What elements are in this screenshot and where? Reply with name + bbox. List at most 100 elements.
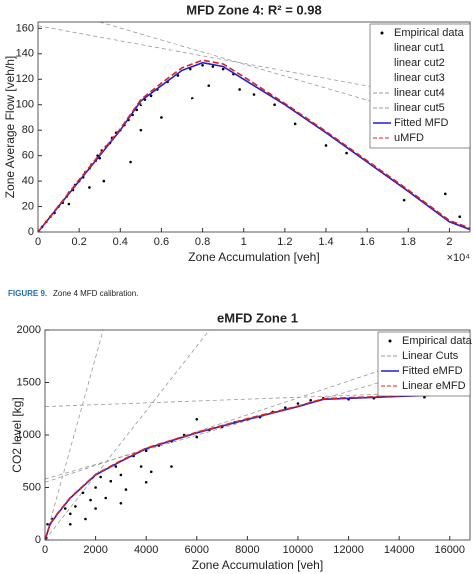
y-tick-label: 2000 [17, 324, 41, 336]
chart-title: eMFD Zone 1 [217, 310, 298, 325]
data-point [94, 486, 97, 489]
data-point [149, 470, 153, 474]
x-tick-label: 2000 [83, 544, 107, 556]
x-tick-label: 8000 [235, 544, 259, 556]
data-point [195, 435, 199, 439]
x-tick-label: 1 [241, 236, 247, 248]
data-point [68, 512, 72, 516]
data-point [284, 406, 287, 410]
data-point [207, 84, 211, 87]
data-point [273, 103, 276, 107]
y-tick-label: 1000 [17, 429, 41, 441]
legend-label: linear cut2 [394, 57, 445, 69]
x-tick-label: 1.4 [318, 236, 333, 248]
dashed-line [38, 22, 193, 232]
data-point [252, 93, 256, 96]
legend-label: Fitted eMFD [402, 365, 463, 377]
y-tick-label: 100 [16, 99, 34, 111]
dashed-line [38, 59, 470, 232]
data-point [296, 402, 300, 405]
x-tick-label: 0.8 [195, 236, 210, 248]
y-axis-label: Zone Average Flow [veh/h] [3, 56, 17, 199]
data-point [345, 151, 348, 155]
y-tick-label: 1500 [17, 376, 41, 388]
y-tick-label: 80 [22, 124, 34, 136]
data-point [170, 465, 173, 468]
y-tick-label: 20 [22, 200, 34, 212]
legend-label: Linear eMFD [402, 380, 466, 392]
legend-box [369, 23, 471, 149]
y-tick-label: 140 [16, 48, 34, 60]
legend-label: linear cut4 [394, 87, 445, 99]
legend-label: Fitted MFD [394, 117, 448, 129]
y-tick-label: 120 [16, 73, 34, 85]
legend-marker [380, 31, 384, 35]
data-point [135, 108, 139, 112]
legend-label: Empirical data [402, 335, 473, 347]
data-point [119, 473, 123, 477]
data-point [81, 491, 85, 495]
data-point [188, 67, 192, 71]
legend-marker [388, 339, 392, 343]
chart-title: MFD Zone 4: R² = 0.98 [186, 2, 321, 17]
data-point [74, 505, 77, 508]
data-point [238, 88, 241, 91]
data-point [144, 449, 148, 453]
y-tick-label: 160 [16, 22, 34, 34]
data-point [309, 399, 312, 402]
caption-label: FIGURE 9. [8, 289, 47, 298]
data-point [46, 522, 49, 526]
data-point [201, 63, 204, 67]
x-tick-label: 6000 [185, 544, 209, 556]
data-point [89, 498, 92, 502]
legend-label: linear cut3 [394, 72, 445, 84]
data-point [221, 67, 225, 71]
x-tick-label: 0.6 [154, 236, 169, 248]
data-point [114, 465, 118, 468]
x-tick-label: 10000 [283, 544, 314, 556]
x-axis-label: Zone Accumulation [veh] [188, 250, 319, 264]
data-point [324, 144, 328, 147]
dashed-line [45, 392, 463, 540]
caption: Zone 4 MFD calibration. [53, 289, 138, 298]
data-point [109, 479, 113, 483]
data-point [63, 507, 67, 510]
x-tick-label: 16000 [434, 544, 465, 556]
x-tick-label: 1.8 [401, 236, 416, 248]
data-point [444, 192, 447, 196]
y-tick-label: 60 [22, 150, 34, 162]
legend-label: uMFD [394, 132, 424, 144]
x-tick-label: 12000 [333, 544, 364, 556]
data-point [104, 496, 108, 500]
data-point [94, 507, 97, 510]
data-point [293, 122, 297, 126]
x-tick-label: 0 [42, 544, 48, 556]
x-tick-label: 4000 [134, 544, 158, 556]
x-multiplier: ×10⁴ [447, 252, 471, 264]
legend-label: Empirical data [394, 27, 465, 39]
data-point [423, 395, 426, 399]
data-point [99, 475, 102, 479]
data-point [458, 215, 462, 219]
legend-label: Linear Cuts [402, 350, 459, 362]
y-tick-label: 40 [22, 175, 34, 187]
x-axis-label: Zone Accumulation [veh] [192, 558, 323, 572]
fitted-line [38, 61, 470, 232]
x-tick-label: 0.4 [113, 236, 128, 248]
data-point [67, 202, 71, 206]
data-point [119, 501, 123, 505]
y-axis-label: CO2 level [kg] [10, 397, 24, 472]
legend-label: linear cut5 [394, 102, 445, 114]
data-point [102, 179, 106, 183]
axes-frame [44, 329, 471, 541]
plot [45, 330, 470, 540]
dashed-line [99, 22, 470, 131]
data-point [402, 198, 406, 202]
x-tick-label: 0 [35, 236, 41, 248]
data-point [144, 480, 148, 484]
data-point [84, 517, 87, 521]
dashed-line [45, 330, 470, 540]
data-point [139, 128, 143, 132]
y-tick-label: 0 [28, 226, 34, 238]
